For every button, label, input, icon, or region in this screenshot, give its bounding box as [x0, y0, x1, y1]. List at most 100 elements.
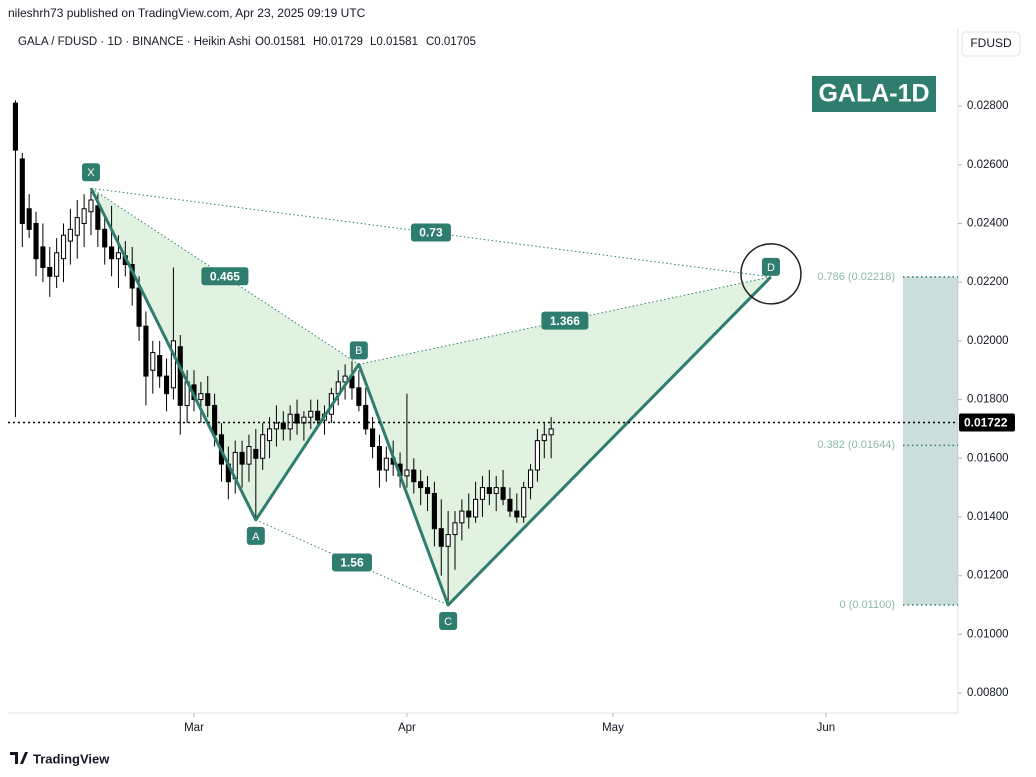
- point-label: B: [355, 345, 362, 357]
- candle-body: [198, 393, 204, 401]
- candle-body: [102, 228, 108, 248]
- candle-body: [514, 510, 520, 518]
- candle-body: [431, 492, 437, 530]
- y-tick-label: 0.02800: [967, 100, 1009, 112]
- brand: TradingView: [33, 751, 110, 766]
- ratio-box: [410, 223, 451, 242]
- candle-body: [315, 410, 321, 421]
- candle-body: [534, 440, 540, 471]
- ratio-label: 1.366: [550, 314, 580, 328]
- point-label: C: [444, 616, 452, 628]
- candle-body: [424, 487, 431, 494]
- point-label: A: [252, 531, 260, 543]
- point-box: [439, 611, 458, 630]
- badge-box: [812, 76, 936, 112]
- quote-high: H0.01729: [313, 36, 363, 48]
- candle-body: [239, 451, 245, 465]
- candle-body: [404, 469, 410, 477]
- pattern-legs: [89, 187, 773, 607]
- candle-body: [445, 534, 451, 547]
- x-tick-label: May: [602, 722, 624, 734]
- y-tick-label: 0.02400: [967, 217, 1009, 229]
- ratio-label: 0.465: [210, 269, 240, 283]
- candle-body: [486, 487, 492, 494]
- candle-body: [253, 448, 259, 459]
- candle-body: [54, 252, 60, 277]
- quote-low: L0.01581: [370, 36, 418, 48]
- published-line: nileshrh73 published on TradingView.com,…: [8, 6, 366, 20]
- level-label: 0.786 (0.02218): [817, 271, 895, 283]
- candle-body: [163, 375, 170, 395]
- candle-body: [363, 404, 369, 430]
- candle-body: [47, 266, 53, 277]
- candle-body: [541, 434, 547, 442]
- ratio-label: 1.56: [340, 556, 364, 570]
- candle-body: [95, 205, 101, 230]
- candle-body: [26, 208, 32, 230]
- y-tick-label: 0.01000: [967, 628, 1009, 640]
- candle-body: [527, 469, 534, 489]
- point-box: [761, 257, 780, 276]
- currency[interactable]: FDUSD: [970, 36, 1012, 50]
- candle-body: [452, 522, 458, 536]
- candle-body: [74, 217, 80, 236]
- quote-close: C0.01705: [426, 36, 476, 48]
- candle-body: [170, 340, 176, 389]
- brand-logo: [10, 752, 28, 764]
- candle-body: [88, 199, 94, 213]
- y-tick-label: 0.02000: [967, 335, 1009, 347]
- candle-body: [157, 355, 163, 377]
- candle-body: [136, 287, 142, 327]
- candle-body: [287, 413, 293, 430]
- candle-body: [19, 158, 25, 224]
- candle-body: [109, 246, 115, 260]
- candle-body: [212, 404, 218, 436]
- candle-body: [383, 457, 389, 471]
- ratio-box: [541, 311, 589, 330]
- xab-triangle: [90, 188, 359, 520]
- candle-body: [12, 102, 18, 151]
- last-price-box: [959, 413, 1015, 432]
- candle-body: [438, 528, 444, 547]
- y-tick-label: 0.02600: [967, 159, 1009, 171]
- candle-body: [294, 413, 300, 424]
- candle-body: [356, 387, 362, 406]
- candle-body: [177, 346, 183, 406]
- badge: GALA-1D: [818, 80, 929, 108]
- candle-body: [411, 469, 417, 483]
- candle-body: [370, 428, 376, 448]
- candle-body: [376, 446, 383, 471]
- candle-body: [67, 228, 73, 242]
- point-box: [81, 163, 100, 182]
- ratio-label: 0.73: [419, 226, 443, 240]
- y-tick-label: 0.01400: [967, 511, 1009, 523]
- last-price-label: 0.01722: [964, 416, 1008, 430]
- candle-body: [115, 252, 122, 260]
- symbol: GALA / FDUSD · 1D · BINANCE · Heikin Ash…: [18, 36, 251, 48]
- candle-body: [280, 422, 286, 430]
- currency-button[interactable]: [961, 31, 1021, 57]
- level-label: 0.382 (0.01644): [817, 439, 895, 451]
- candle-body: [40, 246, 46, 268]
- point-box: [349, 341, 368, 360]
- candle-body: [507, 498, 513, 512]
- y-tick-label: 0.01800: [967, 394, 1009, 406]
- candle-body: [260, 434, 266, 459]
- candle-body: [418, 481, 424, 489]
- point-label: X: [87, 167, 95, 179]
- target-circle: [740, 243, 802, 305]
- point-box: [246, 526, 265, 545]
- y-tick-label: 0.02200: [967, 276, 1009, 288]
- x-tick-label: Mar: [184, 722, 204, 734]
- candle-body: [493, 487, 499, 494]
- candle-body: [81, 208, 87, 224]
- candle-body: [266, 428, 273, 442]
- candle-body: [246, 446, 252, 465]
- candle-body: [273, 422, 279, 430]
- candle-body: [143, 325, 149, 377]
- y-tick-label: 0.00800: [967, 687, 1009, 699]
- candle-body: [521, 487, 527, 518]
- x-tick-label: Apr: [398, 722, 416, 734]
